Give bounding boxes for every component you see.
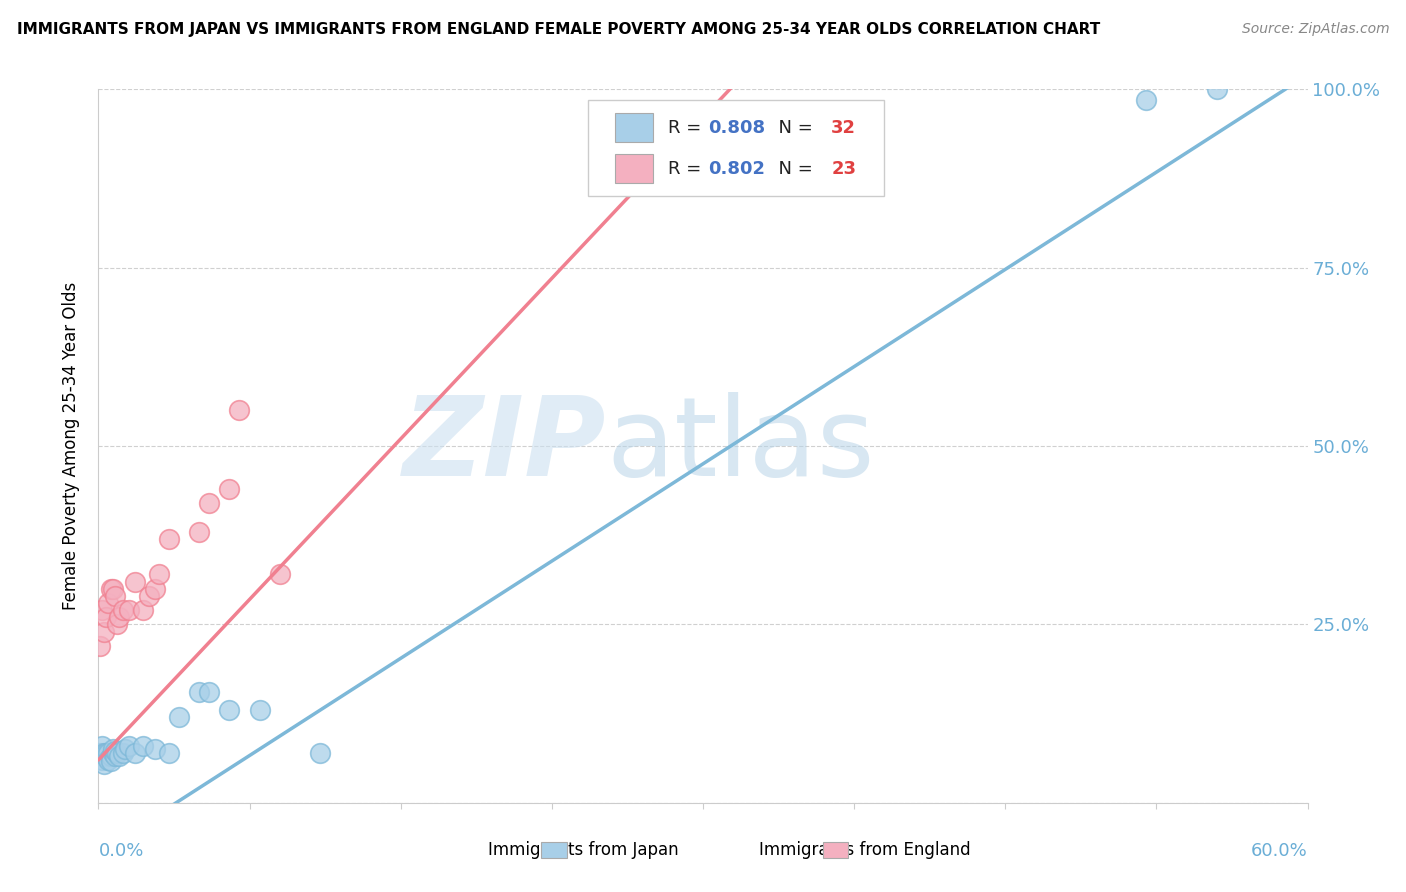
Text: R =: R = [668,160,707,178]
Point [309,746,332,760]
Point [111,603,134,617]
Point [105,746,128,760]
Text: atlas: atlas [606,392,875,500]
Point [96,749,118,764]
Point [103,744,125,758]
Point [100,582,122,596]
Point [89,639,111,653]
Point [103,749,125,764]
Point [188,524,211,539]
Point [107,749,129,764]
Point [91,753,114,767]
Point [96,746,118,760]
Point [269,567,291,582]
Point [96,610,118,624]
Text: 0.802: 0.802 [707,160,765,178]
Point [124,746,146,760]
Point [157,532,180,546]
Point [132,739,155,753]
Point [89,746,111,760]
Point [148,567,170,582]
Point [249,703,271,717]
Point [91,603,114,617]
Text: 0.808: 0.808 [707,119,765,136]
Point [228,403,250,417]
Point [198,496,221,510]
Point [118,603,141,617]
Point [93,756,115,771]
Point [97,596,120,610]
Point [111,746,134,760]
Text: Source: ZipAtlas.com: Source: ZipAtlas.com [1241,22,1389,37]
Point [124,574,146,589]
Point [103,589,125,603]
Point [100,755,122,769]
Text: Immigrants from England: Immigrants from England [759,841,970,859]
Text: N =: N = [768,160,818,178]
Point [167,710,190,724]
Point [97,746,120,760]
Point [118,739,141,753]
Point [97,753,120,767]
Point [218,482,240,496]
Text: 23: 23 [831,160,856,178]
Text: 60.0%: 60.0% [1251,842,1308,860]
FancyBboxPatch shape [614,154,654,183]
Text: ZIP: ZIP [402,392,606,500]
Text: Immigrants from Japan: Immigrants from Japan [488,841,679,859]
Point [1206,82,1229,96]
Point [132,603,155,617]
Text: 32: 32 [831,119,856,136]
Point [93,746,115,760]
Point [107,610,129,624]
Point [105,617,128,632]
Point [157,746,180,760]
Point [1135,93,1157,107]
Point [143,742,166,756]
Text: IMMIGRANTS FROM JAPAN VS IMMIGRANTS FROM ENGLAND FEMALE POVERTY AMONG 25-34 YEAR: IMMIGRANTS FROM JAPAN VS IMMIGRANTS FROM… [17,22,1099,37]
Point [218,703,240,717]
Point [101,746,124,760]
Text: N =: N = [768,119,818,136]
Point [198,685,221,699]
Point [138,589,160,603]
Y-axis label: Female Poverty Among 25-34 Year Olds: Female Poverty Among 25-34 Year Olds [62,282,80,610]
Point [101,742,124,756]
Point [188,685,211,699]
FancyBboxPatch shape [614,113,654,142]
Point [114,742,136,756]
FancyBboxPatch shape [588,100,884,196]
Point [93,624,115,639]
Text: R =: R = [668,119,707,136]
Point [101,582,124,596]
Point [91,739,114,753]
Point [100,749,122,764]
Text: 0.0%: 0.0% [98,842,143,860]
Point [143,582,166,596]
